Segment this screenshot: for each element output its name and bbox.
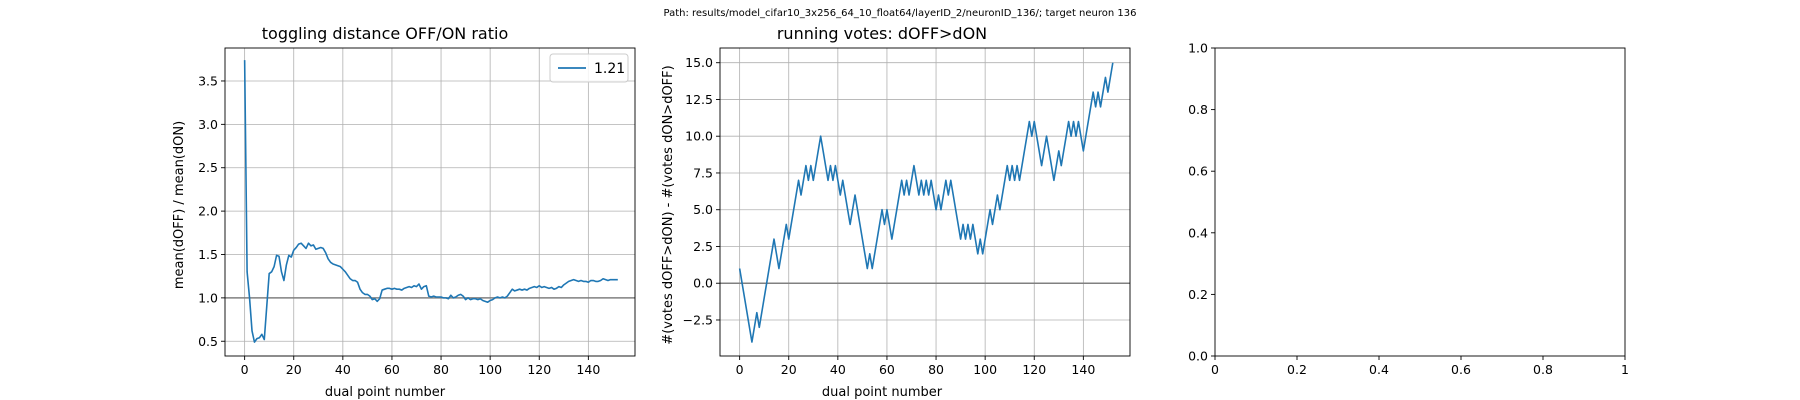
votes-chart-ytick-label-0: −2.5: [683, 312, 713, 327]
empty-chart-xtick-label-1: 0.2: [1287, 362, 1307, 377]
ratio-chart-ytick-label-0: 0.5: [198, 334, 218, 349]
ratio-chart-xtick-label-4: 80: [433, 362, 449, 377]
votes-chart-ytick-label-4: 7.5: [693, 165, 713, 180]
empty-chart-xtick-label-2: 0.4: [1369, 362, 1389, 377]
votes-chart-ylabel: #(votes dOFF>dON) - #(votes dON>dOFF): [661, 65, 676, 344]
votes-chart-ytick-label-6: 12.5: [685, 92, 713, 107]
votes-chart-frame: [719, 47, 1131, 357]
ratio-chart-ytick-label-6: 3.5: [198, 73, 218, 88]
empty-chart-ytick-label-2: 0.4: [1188, 225, 1208, 240]
ratio-chart-xlabel: dual point number: [325, 385, 446, 400]
votes-chart-ytick-label-2: 2.5: [693, 239, 713, 254]
votes-chart-ytick-label-7: 15.0: [685, 55, 713, 70]
empty-chart-ytick-label-4: 0.8: [1188, 102, 1208, 117]
votes-chart-ytick-label-5: 10.0: [685, 129, 713, 144]
ratio-chart-legend-box: [549, 53, 629, 83]
votes-chart-xtick-label-2: 40: [830, 362, 846, 377]
empty-chart-xtick-label-3: 0.6: [1451, 362, 1471, 377]
ratio-chart-xtick-label-5: 100: [478, 362, 502, 377]
empty-chart-frame: [1214, 47, 1626, 357]
votes-chart-xtick-label-7: 140: [1071, 362, 1095, 377]
ratio-chart-ytick-label-5: 3.0: [198, 117, 218, 132]
ratio-chart-title: toggling distance OFF/ON ratio: [262, 24, 508, 43]
empty-chart-ytick-label-5: 1.0: [1188, 41, 1208, 56]
votes-chart-xtick-label-4: 80: [928, 362, 944, 377]
ratio-chart-ylabel: mean(dOFF) / mean(dON): [172, 121, 187, 289]
ratio-chart-ytick-label-1: 1.0: [198, 290, 218, 305]
empty-chart-xtick-label-5: 1: [1621, 362, 1629, 377]
ratio-chart-ytick-label-2: 1.5: [198, 247, 218, 262]
votes-chart: running votes: dOFF>dON dual point numbe…: [661, 24, 1131, 400]
ratio-chart: toggling distance OFF/ON ratio dual poin…: [172, 24, 636, 400]
votes-chart-series-line-0: [738, 62, 1114, 343]
votes-chart-xlabel: dual point number: [822, 385, 943, 400]
ratio-chart-xtick-label-7: 140: [576, 362, 600, 377]
votes-chart-xtick-label-6: 120: [1022, 362, 1046, 377]
ratio-chart-legend-label: 1.21: [594, 61, 625, 77]
ratio-chart-xtick-label-6: 120: [527, 362, 551, 377]
votes-chart-xtick-label-3: 60: [879, 362, 895, 377]
votes-chart-xtick-label-5: 100: [973, 362, 997, 377]
votes-chart-xtick-label-0: 0: [736, 362, 744, 377]
ratio-chart-ytick-label-4: 2.5: [198, 160, 218, 175]
ratio-chart-xtick-label-1: 20: [286, 362, 302, 377]
empty-chart-xtick-label-0: 0: [1211, 362, 1219, 377]
ratio-chart-legend: 1.21: [549, 53, 629, 83]
ratio-chart-series-line-0: [243, 60, 618, 343]
ratio-chart-ytick-label-3: 2.0: [198, 204, 218, 219]
empty-chart-xtick-label-4: 0.8: [1533, 362, 1553, 377]
empty-chart: 0 0.2 0.4 0.6 0.8 1 0.0 0.2 0.4 0.6 0.8 1.0: [1188, 41, 1629, 378]
votes-chart-ytick-label-3: 5.0: [693, 202, 713, 217]
ratio-chart-xtick-label-0: 0: [241, 362, 249, 377]
votes-chart-xtick-label-1: 20: [781, 362, 797, 377]
figure-suptitle: Path: results/model_cifar10_3x256_64_10_…: [664, 8, 1137, 19]
ratio-chart-xtick-label-2: 40: [335, 362, 351, 377]
votes-chart-ytick-label-1: 0.0: [693, 276, 713, 291]
empty-chart-ytick-label-1: 0.2: [1188, 287, 1208, 302]
votes-chart-title: running votes: dOFF>dON: [777, 24, 987, 43]
empty-chart-ytick-label-3: 0.6: [1188, 164, 1208, 179]
ratio-chart-frame: [224, 47, 636, 357]
empty-chart-ytick-label-0: 0.0: [1188, 349, 1208, 364]
ratio-chart-xtick-label-3: 60: [384, 362, 400, 377]
